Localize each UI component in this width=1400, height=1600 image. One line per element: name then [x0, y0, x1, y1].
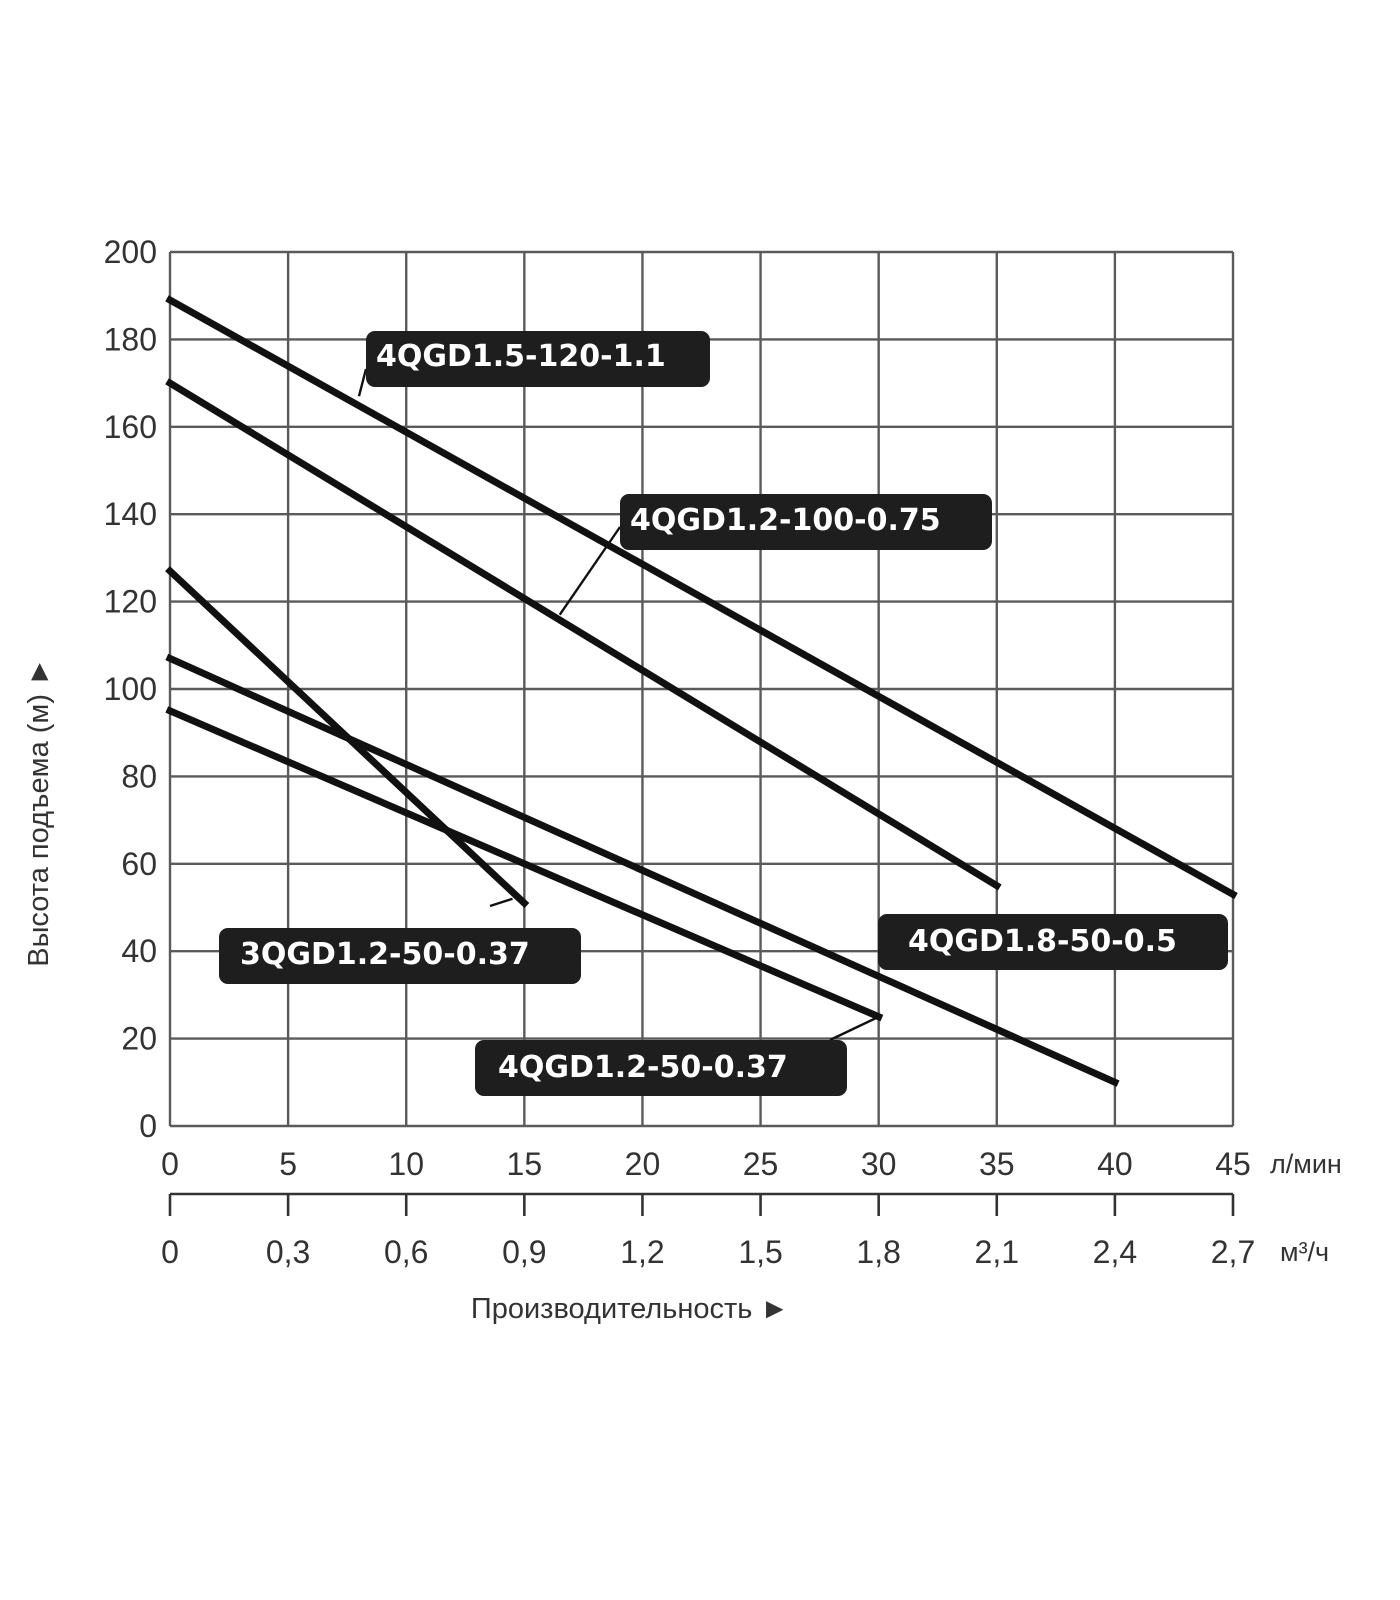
- x-tick-label: 5: [279, 1146, 297, 1182]
- series-label-4: 4QGD1.2-50-0.37: [498, 1050, 788, 1085]
- x-tick-label: 30: [861, 1146, 897, 1182]
- y-tick-labels: 0 20 40 60 80 100 120 140 160 180 200: [104, 234, 157, 1144]
- x-tick-label: 10: [388, 1146, 424, 1182]
- series-label-2: 3QGD1.2-50-0.37: [240, 937, 530, 972]
- callout-box-2: [219, 928, 581, 984]
- x2-tick-label: 1,5: [738, 1234, 782, 1270]
- callout-box-1: [620, 494, 992, 550]
- x-axis-title: Производительность ►: [471, 1293, 789, 1325]
- y-tick-label: 180: [104, 321, 157, 357]
- callout-box-0: [366, 331, 710, 387]
- callout-leader-0: [357, 368, 368, 397]
- series-label-1: 4QGD1.2-100-0.75: [630, 503, 941, 538]
- y-tick-label: 20: [121, 1021, 157, 1057]
- x2-tick-label: 1,2: [620, 1234, 664, 1270]
- callout-box-4: [475, 1040, 847, 1096]
- y-tick-label: 120: [104, 584, 157, 620]
- y-tick-label: 80: [121, 758, 157, 794]
- y-tick-label: 40: [121, 933, 157, 969]
- x-tick-label: 40: [1097, 1146, 1133, 1182]
- y-tick-label: 140: [104, 496, 157, 532]
- y-axis-title: Высота подъема (м) ►: [23, 657, 55, 967]
- x-tick-label: 35: [979, 1146, 1015, 1182]
- x-tick-label: 0: [161, 1146, 179, 1182]
- series-label-0: 4QGD1.5-120-1.1: [376, 339, 666, 374]
- series-line-1: [165, 378, 1002, 891]
- series-line-4: [165, 706, 884, 1022]
- x2-tick-label: 0,9: [502, 1234, 546, 1270]
- y-tick-label: 60: [121, 846, 157, 882]
- x2-tick-label: 0: [161, 1234, 179, 1270]
- x-tick-label: 20: [625, 1146, 661, 1182]
- series-line-0: [165, 295, 1238, 900]
- series-line-3: [165, 653, 1120, 1087]
- x2-tick-label: 1,8: [856, 1234, 900, 1270]
- callout-box-3: [878, 914, 1228, 970]
- x2-tick-label: 2,4: [1093, 1234, 1137, 1270]
- secondary-x-axis: 0 0,3 0,6 0,9 1,2 1,5 1,8 2,1 2,4 2,7: [161, 1192, 1255, 1270]
- y-tick-label: 160: [104, 409, 157, 445]
- x2-tick-label: 0,6: [384, 1234, 428, 1270]
- x-tick-label: 45: [1215, 1146, 1251, 1182]
- x-tick-labels: 0 5 10 15 20 25 30 35 40 45: [161, 1146, 1251, 1182]
- y-tick-label: 100: [104, 671, 157, 707]
- x2-tick-label: 2,7: [1211, 1234, 1255, 1270]
- callout-leader-4: [829, 1015, 880, 1042]
- x-axis-unit: л/мин: [1270, 1149, 1342, 1179]
- x2-axis-unit: м³/ч: [1280, 1237, 1329, 1267]
- y-tick-label: 0: [139, 1108, 157, 1144]
- series-label-3: 4QGD1.8-50-0.5: [908, 924, 1177, 959]
- x2-tick-label: 2,1: [975, 1234, 1019, 1270]
- callout-leader-2: [489, 897, 513, 908]
- y-tick-label: 200: [104, 234, 157, 270]
- x-tick-label: 15: [507, 1146, 543, 1182]
- x2-tick-label: 0,3: [266, 1234, 310, 1270]
- x-tick-label: 25: [743, 1146, 779, 1182]
- series-lines: [165, 295, 1238, 1087]
- callout-leader-1: [558, 526, 621, 616]
- series-labels: 4QGD1.5-120-1.1 4QGD1.2-100-0.75 3QGD1.2-5…: [219, 331, 1228, 1096]
